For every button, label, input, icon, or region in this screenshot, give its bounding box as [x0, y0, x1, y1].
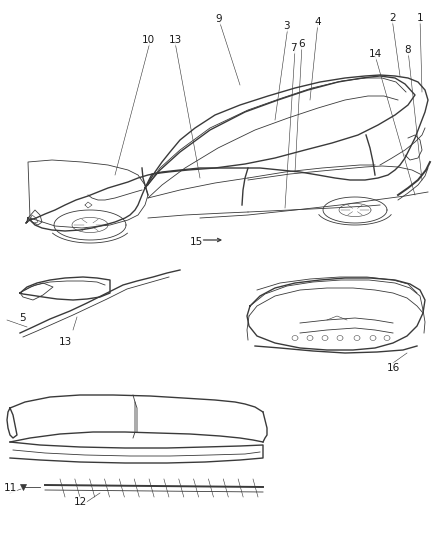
Text: 2: 2: [390, 13, 396, 23]
Text: 5: 5: [19, 313, 25, 323]
Text: 9: 9: [215, 14, 223, 24]
Text: 15: 15: [189, 237, 203, 247]
Text: 10: 10: [141, 35, 155, 45]
Text: 14: 14: [368, 49, 381, 59]
Text: 4: 4: [314, 17, 321, 27]
Text: 8: 8: [405, 45, 411, 55]
Text: 11: 11: [4, 483, 17, 493]
Text: 16: 16: [386, 363, 399, 373]
Text: 13: 13: [168, 35, 182, 45]
Text: 3: 3: [283, 21, 290, 31]
Text: 13: 13: [58, 337, 72, 347]
Text: 6: 6: [299, 39, 305, 49]
Text: 7: 7: [290, 43, 297, 53]
Text: 1: 1: [417, 13, 423, 23]
Text: 12: 12: [74, 497, 87, 507]
